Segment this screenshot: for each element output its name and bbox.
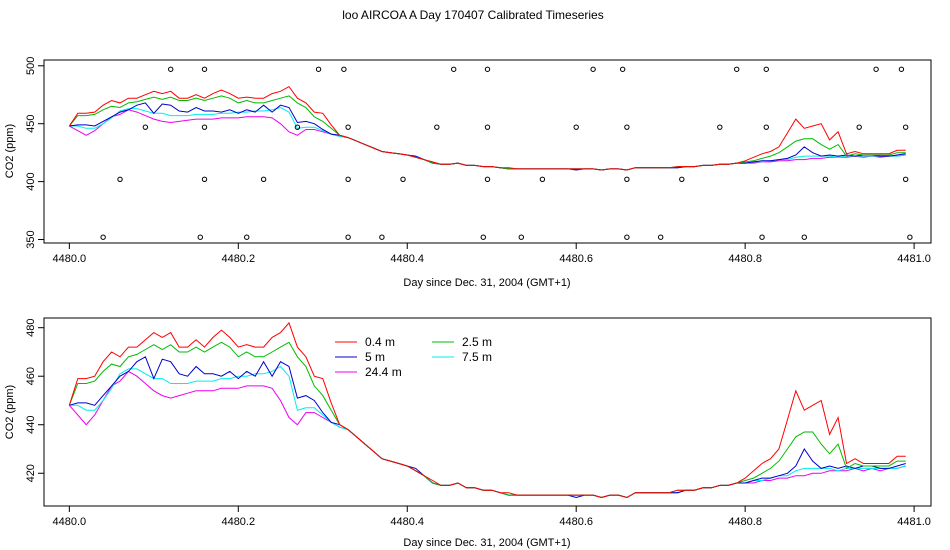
point-markers <box>100 66 913 240</box>
point-marker <box>484 66 491 72</box>
x-tick-label: 4480.2 <box>221 516 255 528</box>
point-marker <box>434 124 440 130</box>
series-lines <box>68 85 906 171</box>
legend-label: 24.4 m <box>365 365 402 379</box>
point-marker <box>619 66 626 72</box>
point-marker <box>142 124 149 130</box>
x-tick-label: 4481.0 <box>897 253 931 265</box>
point-marker <box>902 124 909 130</box>
y-tick-label: 460 <box>25 367 37 385</box>
x-axis-label: Day since Dec. 31, 2004 (GMT+1) <box>403 537 570 549</box>
point-marker <box>201 66 208 72</box>
plot-frame <box>43 59 932 244</box>
point-marker <box>484 176 491 182</box>
x-tick-label: 4480.0 <box>53 516 87 528</box>
point-marker <box>197 234 203 240</box>
point-marker <box>679 176 685 182</box>
point-marker <box>734 66 740 72</box>
point-marker <box>260 176 267 182</box>
y-tick-label: 500 <box>25 57 37 75</box>
point-marker <box>117 176 123 182</box>
point-marker <box>244 234 250 240</box>
point-marker <box>341 66 347 72</box>
point-marker <box>518 234 524 240</box>
point-marker <box>345 234 351 240</box>
point-marker <box>539 176 546 182</box>
legend-label: 2.5 m <box>462 335 492 349</box>
point-marker <box>590 66 596 72</box>
legend-label: 5 m <box>365 350 385 364</box>
series-line <box>69 109 906 171</box>
point-marker <box>345 124 351 130</box>
x-tick-label: 4480.2 <box>221 253 255 265</box>
plot-frame <box>43 317 932 507</box>
point-marker <box>484 124 491 130</box>
point-marker <box>822 176 829 182</box>
point-marker <box>201 124 208 130</box>
point-marker <box>451 66 457 72</box>
point-marker <box>759 234 765 240</box>
point-marker <box>201 176 208 182</box>
series-line <box>68 321 906 499</box>
series-lines <box>68 321 906 499</box>
point-marker <box>898 66 905 72</box>
axes: 4480.0 4480.2 4480.4 4480.6 4480.8 4481.0 350 4… <box>25 57 931 265</box>
series-line <box>68 370 906 499</box>
x-tick-label: 4480.4 <box>390 516 424 528</box>
legend: 0.4 m5 m24.4 m 2.5 m7.5 m <box>335 335 492 379</box>
point-marker <box>400 176 406 182</box>
point-marker <box>345 176 351 182</box>
point-marker <box>379 234 385 240</box>
x-tick-label: 4481.0 <box>897 516 931 528</box>
y-tick-label: 350 <box>25 230 37 248</box>
y-axis-label: CO2 (ppm) <box>4 124 16 178</box>
point-marker <box>657 234 664 240</box>
point-marker <box>624 234 630 240</box>
point-marker <box>763 176 769 182</box>
legend-label: 7.5 m <box>462 350 492 364</box>
point-marker <box>624 176 630 182</box>
y-axis-label: CO2 (ppm) <box>4 385 16 439</box>
y-tick-label: 440 <box>25 416 37 434</box>
point-marker <box>902 176 909 182</box>
series-line <box>69 356 906 499</box>
point-marker <box>100 234 106 240</box>
point-marker <box>763 66 769 72</box>
x-tick-label: 4480.6 <box>559 516 593 528</box>
point-marker <box>873 66 879 72</box>
y-tick-label: 480 <box>25 319 37 337</box>
point-marker <box>168 66 174 72</box>
y-tick-label: 450 <box>25 115 37 133</box>
legend-label: 0.4 m <box>365 335 395 349</box>
x-tick-label: 4480.0 <box>53 253 87 265</box>
point-marker <box>907 234 913 240</box>
y-tick-label: 420 <box>25 464 37 482</box>
panel-bottom: 4480.0 4480.2 4480.4 4480.6 4480.8 4481.0 420 4… <box>4 317 932 549</box>
chart-title: loo AIRCOA A Day 170407 Calibrated Times… <box>342 8 603 22</box>
point-marker <box>624 124 630 130</box>
x-tick-label: 4480.4 <box>390 253 424 265</box>
point-marker <box>480 234 486 240</box>
x-tick-label: 4480.8 <box>728 516 762 528</box>
series-line <box>68 95 906 171</box>
point-marker <box>294 124 301 130</box>
x-axis-label: Day since Dec. 31, 2004 (GMT+1) <box>403 277 570 289</box>
point-marker <box>801 234 807 240</box>
point-marker <box>315 66 322 72</box>
x-tick-label: 4480.6 <box>559 253 593 265</box>
series-line <box>68 341 906 499</box>
x-tick-label: 4480.8 <box>728 253 762 265</box>
point-marker <box>573 124 579 130</box>
y-tick-label: 400 <box>25 172 37 190</box>
point-marker <box>717 124 723 130</box>
panel-top: 4480.0 4480.2 4480.4 4480.6 4480.8 4481.0 350 4… <box>4 57 932 289</box>
series-line <box>68 85 906 171</box>
axes: 4480.0 4480.2 4480.4 4480.6 4480.8 4481.0 420 4… <box>25 319 931 528</box>
point-marker <box>763 124 769 130</box>
point-marker <box>856 124 862 130</box>
